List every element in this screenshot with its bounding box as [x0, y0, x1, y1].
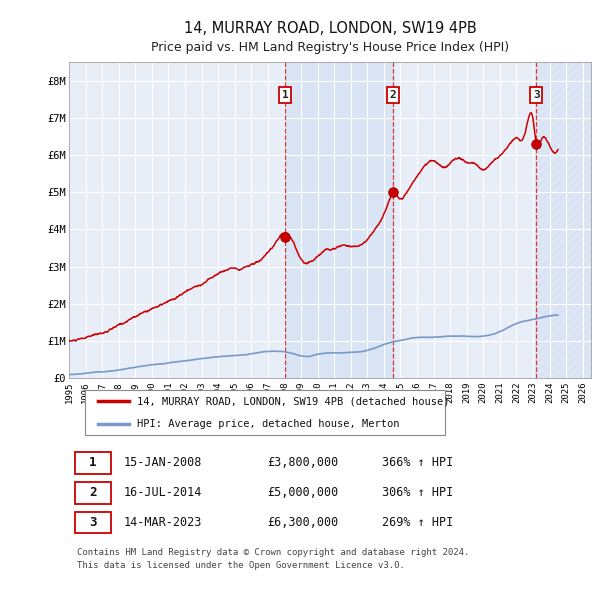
Text: 14, MURRAY ROAD, LONDON, SW19 4PB: 14, MURRAY ROAD, LONDON, SW19 4PB: [184, 21, 476, 36]
Text: 366% ↑ HPI: 366% ↑ HPI: [382, 456, 454, 469]
Text: 16-JUL-2014: 16-JUL-2014: [124, 486, 202, 499]
FancyBboxPatch shape: [75, 512, 111, 533]
Bar: [536, 62, 591, 378]
FancyBboxPatch shape: [75, 452, 111, 474]
Text: 15-JAN-2008: 15-JAN-2008: [124, 456, 202, 469]
FancyBboxPatch shape: [75, 482, 111, 503]
Text: 3: 3: [89, 516, 97, 529]
Text: 1: 1: [282, 90, 289, 100]
Text: 1: 1: [89, 456, 97, 469]
Bar: [285, 62, 393, 378]
Text: £3,800,000: £3,800,000: [268, 456, 338, 469]
Text: HPI: Average price, detached house, Merton: HPI: Average price, detached house, Mert…: [137, 419, 400, 429]
Text: 2: 2: [89, 486, 97, 499]
Text: £5,000,000: £5,000,000: [268, 486, 338, 499]
Text: 14-MAR-2023: 14-MAR-2023: [124, 516, 202, 529]
Text: Contains HM Land Registry data © Crown copyright and database right 2024.
This d: Contains HM Land Registry data © Crown c…: [77, 548, 469, 569]
Text: Price paid vs. HM Land Registry's House Price Index (HPI): Price paid vs. HM Land Registry's House …: [151, 41, 509, 54]
Text: 2: 2: [389, 90, 396, 100]
Text: 14, MURRAY ROAD, LONDON, SW19 4PB (detached house): 14, MURRAY ROAD, LONDON, SW19 4PB (detac…: [137, 396, 449, 406]
FancyBboxPatch shape: [85, 390, 445, 435]
Text: £6,300,000: £6,300,000: [268, 516, 338, 529]
Text: 306% ↑ HPI: 306% ↑ HPI: [382, 486, 454, 499]
Text: 3: 3: [533, 90, 539, 100]
Text: 269% ↑ HPI: 269% ↑ HPI: [382, 516, 454, 529]
